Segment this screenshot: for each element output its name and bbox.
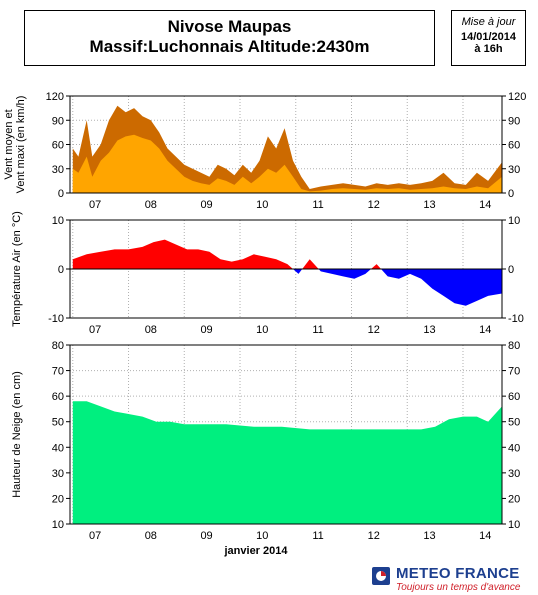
y-tick-label-left: 30: [52, 164, 64, 176]
x-tick-label: 11: [312, 324, 323, 336]
y-axis-label: Température Air (en °C): [11, 211, 23, 327]
y-tick-label-left: 120: [46, 91, 64, 103]
x-tick-label: 07: [89, 199, 101, 211]
station-title-box: Nivose Maupas Massif:Luchonnais Altitude…: [24, 10, 435, 66]
x-tick-label: 13: [423, 199, 435, 211]
x-tick-label: 13: [423, 324, 435, 336]
x-tick-label: 12: [368, 199, 380, 211]
y-tick-label-left: -10: [48, 313, 64, 325]
y-tick-label-right: 10: [508, 519, 520, 531]
y-tick-label-left: 50: [52, 417, 64, 429]
y-tick-label-left: 70: [52, 366, 64, 378]
x-tick-label: 08: [145, 199, 157, 211]
y-tick-label-left: 60: [52, 391, 64, 403]
station-name: Nivose Maupas: [167, 17, 292, 36]
y-tick-label-right: 60: [508, 140, 520, 152]
x-tick-label: 10: [256, 199, 268, 211]
y-tick-label-right: 120: [508, 91, 526, 103]
update-time: à 16h: [474, 43, 503, 55]
y-tick-label-right: 0: [508, 264, 514, 276]
y-tick-label-left: 40: [52, 442, 64, 454]
y-tick-label-right: 90: [508, 115, 520, 127]
y-tick-label-right: 30: [508, 468, 520, 480]
y-tick-label-left: 0: [58, 188, 64, 200]
y-tick-label-left: 90: [52, 115, 64, 127]
temperature-negative-area: [72, 269, 502, 306]
x-tick-label: 11: [312, 199, 323, 211]
temperature-positive-area: [72, 239, 502, 269]
wind-max-area: [72, 105, 502, 193]
x-tick-label: 07: [89, 530, 101, 542]
y-tick-label-right: 60: [508, 391, 520, 403]
y-tick-label-right: 50: [508, 417, 520, 429]
snow-depth-area: [72, 401, 502, 524]
y-axis-label: Vent maxi (en km/h): [15, 96, 27, 194]
x-tick-label: 09: [200, 324, 212, 336]
x-tick-label: 14: [479, 199, 491, 211]
x-tick-label: 12: [368, 324, 380, 336]
y-tick-label-right: 30: [508, 164, 520, 176]
brand-name: METEO FRANCE: [396, 565, 520, 582]
y-tick-label-right: 40: [508, 442, 520, 454]
x-tick-label: 12: [368, 530, 380, 542]
y-tick-label-left: 30: [52, 468, 64, 480]
x-tick-label: 07: [89, 324, 101, 336]
y-axis-label: Vent moyen et: [3, 109, 15, 179]
y-tick-label-right: 10: [508, 215, 520, 227]
station-massif-altitude: Massif:Luchonnais Altitude:2430m: [89, 37, 370, 56]
y-tick-label-left: 10: [52, 519, 64, 531]
brand-tagline: Toujours un temps d'avance: [396, 582, 521, 593]
x-tick-label: 10: [256, 324, 268, 336]
x-tick-label: 08: [145, 530, 157, 542]
y-tick-label-left: 60: [52, 140, 64, 152]
y-tick-label-left: 20: [52, 493, 64, 505]
y-tick-label-right: 70: [508, 366, 520, 378]
y-tick-label-right: 80: [508, 340, 520, 352]
x-tick-label: 14: [479, 530, 491, 542]
x-tick-label: 09: [200, 199, 212, 211]
x-tick-label: 11: [312, 530, 323, 542]
x-tick-label: 13: [423, 530, 435, 542]
x-tick-label: 08: [145, 324, 157, 336]
x-tick-label: 14: [479, 324, 491, 336]
y-tick-label-right: -10: [508, 313, 524, 325]
y-tick-label-left: 10: [52, 215, 64, 227]
y-axis-label: Hauteur de Neige (en cm): [11, 371, 23, 498]
update-date: 14/01/2014: [460, 31, 517, 43]
x-axis-label: janvier 2014: [224, 545, 289, 557]
y-tick-label-right: 20: [508, 493, 520, 505]
y-tick-label-left: 80: [52, 340, 64, 352]
meteo-france-emblem-icon: [372, 567, 390, 585]
plot-border-2: [69, 344, 503, 525]
y-tick-label-right: 0: [508, 188, 514, 200]
update-label: Mise à jour: [461, 16, 516, 28]
x-tick-label: 09: [200, 530, 212, 542]
x-tick-label: 10: [256, 530, 268, 542]
y-tick-label-left: 0: [58, 264, 64, 276]
update-box: Mise à jour 14/01/2014 à 16h: [451, 10, 526, 66]
wind-mean-area: [72, 134, 502, 193]
meteo-france-logo: METEO FRANCE Toujours un temps d'avance: [372, 565, 532, 593]
